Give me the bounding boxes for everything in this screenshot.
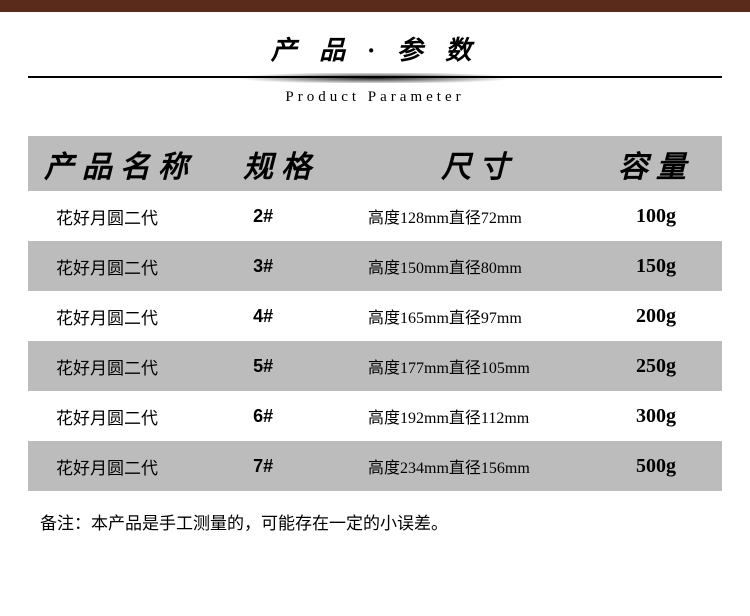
table-header-row: 产品名称 规格 尺寸 容量	[28, 136, 722, 191]
cell-size: 高度177mm直径105mm	[368, 354, 590, 378]
header-capacity: 容量	[590, 142, 722, 186]
cell-capacity: 300g	[590, 405, 722, 428]
title-block: 产 品 · 参 数 Product Parameter	[28, 30, 722, 106]
cell-spec: 3#	[243, 256, 368, 277]
cell-size: 高度150mm直径80mm	[368, 254, 590, 278]
table-row: 花好月圆二代7#高度234mm直径156mm500g	[28, 441, 722, 491]
header-spec: 规格	[243, 142, 368, 186]
cell-name: 花好月圆二代	[28, 354, 243, 379]
header-name: 产品名称	[28, 142, 243, 186]
table-row: 花好月圆二代3#高度150mm直径80mm150g	[28, 241, 722, 291]
content-container: 产 品 · 参 数 Product Parameter 产品名称 规格 尺寸 容…	[0, 12, 750, 534]
table-row: 花好月圆二代5#高度177mm直径105mm250g	[28, 341, 722, 391]
cell-capacity: 250g	[590, 355, 722, 378]
cell-name: 花好月圆二代	[28, 404, 243, 429]
cell-capacity: 200g	[590, 305, 722, 328]
table-body: 花好月圆二代2#高度128mm直径72mm100g花好月圆二代3#高度150mm…	[28, 191, 722, 491]
table-row: 花好月圆二代6#高度192mm直径112mm300g	[28, 391, 722, 441]
cell-spec: 7#	[243, 456, 368, 477]
top-banner	[0, 0, 750, 12]
table-row: 花好月圆二代4#高度165mm直径97mm200g	[28, 291, 722, 341]
cell-size: 高度128mm直径72mm	[368, 204, 590, 228]
cell-capacity: 150g	[590, 255, 722, 278]
cell-spec: 6#	[243, 406, 368, 427]
cell-name: 花好月圆二代	[28, 454, 243, 479]
title-en: Product Parameter	[28, 89, 722, 106]
header-size: 尺寸	[368, 142, 590, 186]
cell-name: 花好月圆二代	[28, 254, 243, 279]
cell-spec: 4#	[243, 306, 368, 327]
cell-size: 高度192mm直径112mm	[368, 404, 590, 428]
title-divider	[28, 73, 722, 83]
footnote: 备注：本产品是手工测量的，可能存在一定的小误差。	[28, 491, 722, 534]
cell-size: 高度234mm直径156mm	[368, 454, 590, 478]
cell-spec: 5#	[243, 356, 368, 377]
table-row: 花好月圆二代2#高度128mm直径72mm100g	[28, 191, 722, 241]
title-cn: 产 品 · 参 数	[28, 30, 722, 67]
cell-name: 花好月圆二代	[28, 304, 243, 329]
cell-spec: 2#	[243, 206, 368, 227]
cell-capacity: 100g	[590, 205, 722, 228]
cell-size: 高度165mm直径97mm	[368, 304, 590, 328]
param-table: 产品名称 规格 尺寸 容量 花好月圆二代2#高度128mm直径72mm100g花…	[28, 136, 722, 491]
cell-capacity: 500g	[590, 455, 722, 478]
cell-name: 花好月圆二代	[28, 204, 243, 229]
